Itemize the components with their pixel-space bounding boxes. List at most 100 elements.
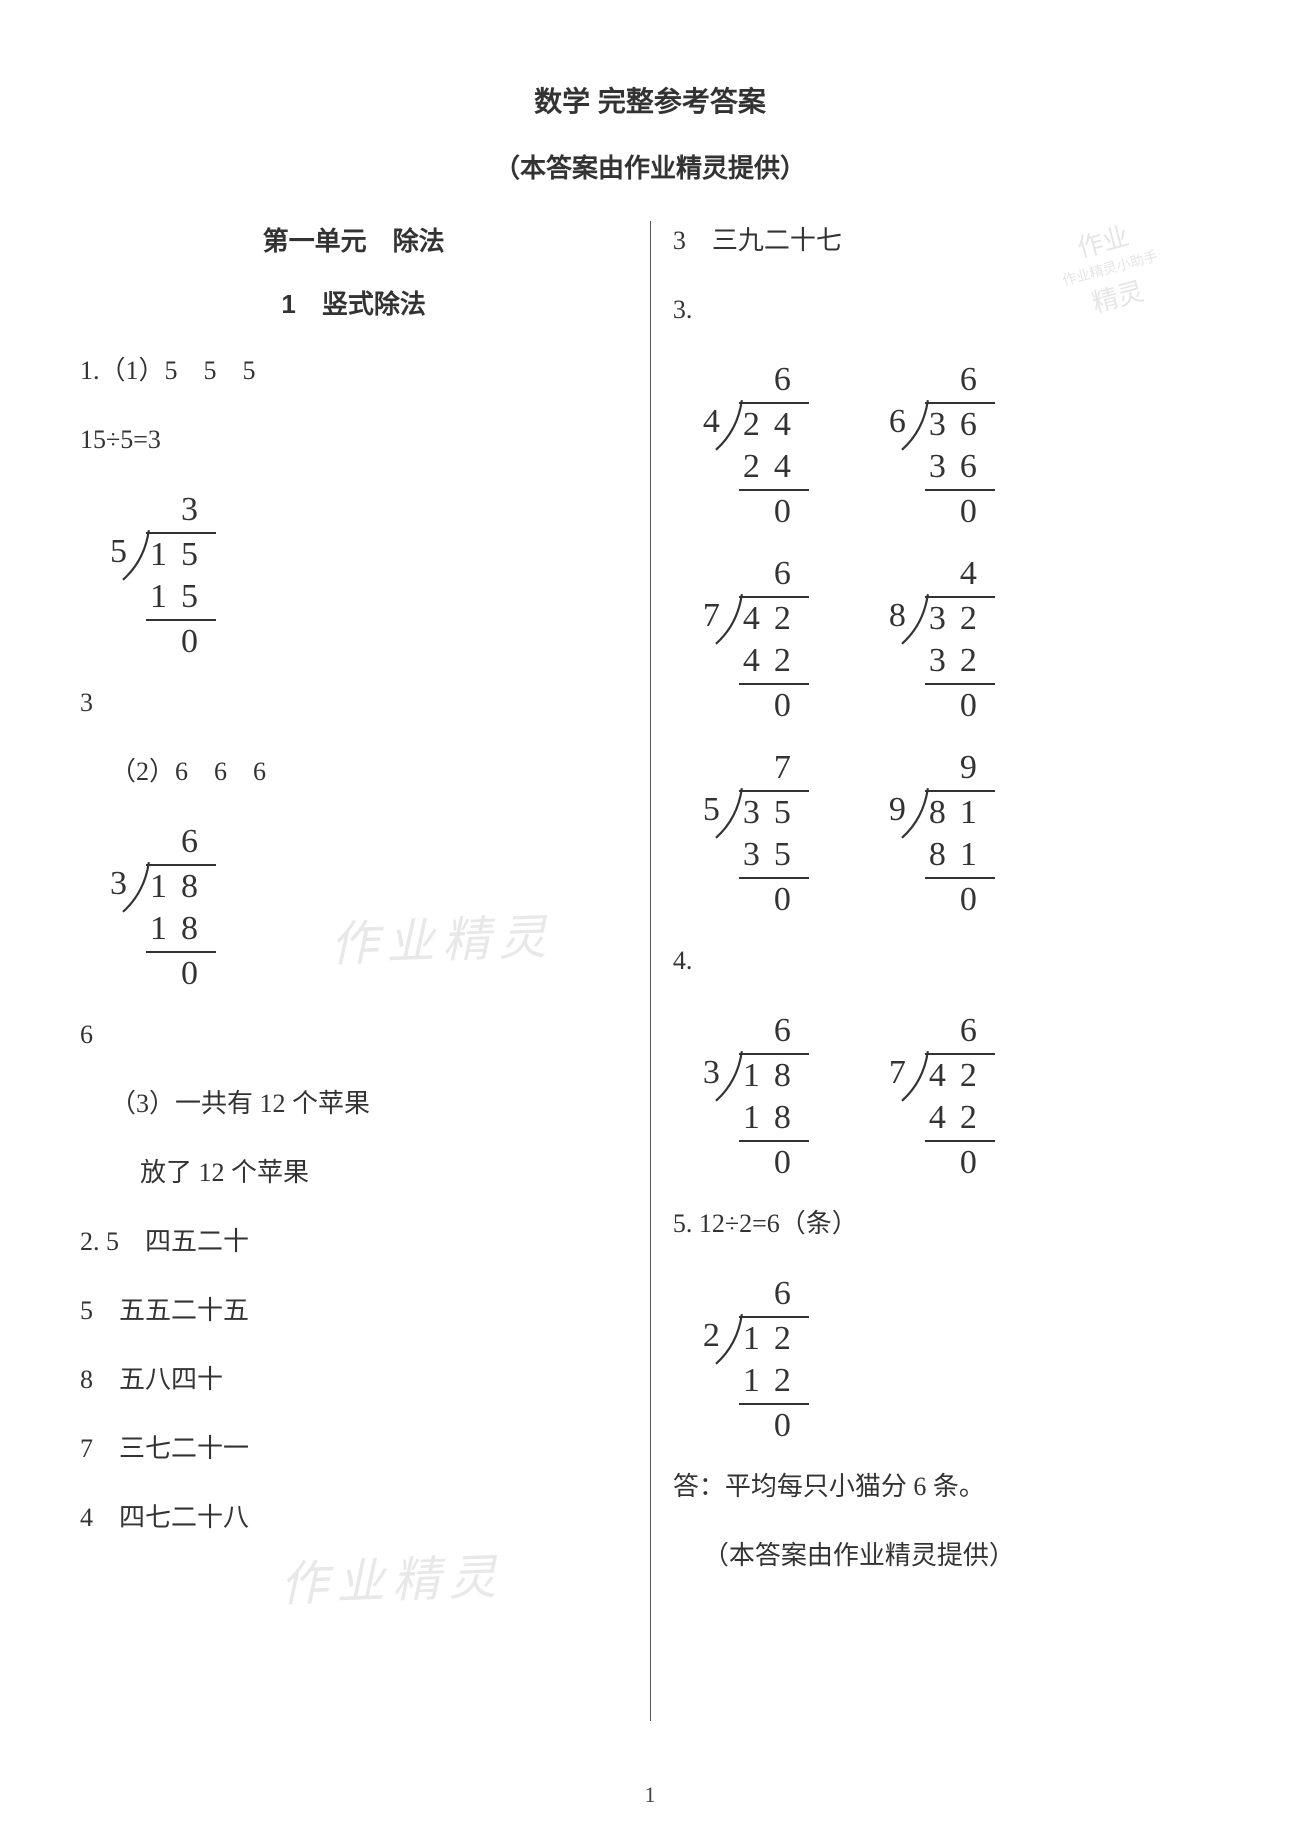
section-heading: 1 竖式除法 [80, 284, 627, 321]
longdiv-group: 7 6 42 42 0 8 4 32 32 0 [703, 553, 1220, 727]
quotient: 6 [146, 821, 216, 864]
quotient: 6 [739, 1273, 809, 1316]
quotient: 6 [739, 359, 809, 402]
remainder: 0 [925, 1140, 995, 1185]
division-bracket-icon [713, 398, 747, 452]
remainder: 0 [739, 489, 809, 534]
long-division: 8 4 32 32 0 [889, 553, 995, 727]
page-subtitle: （本答案由作业精灵提供） [80, 148, 1220, 185]
long-division: 7 6 42 42 0 [889, 1010, 995, 1184]
remainder: 0 [925, 683, 995, 728]
division-bracket-icon [120, 528, 154, 582]
text-line: 2. 5 四五二十 [80, 1222, 627, 1261]
text-line: 放了 12 个苹果 [80, 1153, 627, 1192]
left-column: 第一单元 除法 1 竖式除法 1.（1）5 5 5 15÷5=3 5 3 15 … [80, 221, 627, 1721]
quotient: 7 [739, 747, 809, 790]
text-line: 8 五八四十 [80, 1360, 627, 1399]
subtrahend: 81 [925, 834, 995, 877]
remainder: 0 [739, 877, 809, 922]
column-divider [650, 221, 651, 1721]
division-bracket-icon [713, 786, 747, 840]
dividend: 32 [925, 596, 995, 641]
unit-heading: 第一单元 除法 [80, 221, 627, 258]
dividend: 18 [739, 1053, 809, 1098]
text-line: 7 三七二十一 [80, 1429, 627, 1468]
longdiv-group: 2 6 12 12 0 [703, 1273, 1220, 1447]
long-division: 3 6 18 18 0 [703, 1010, 809, 1184]
remainder: 0 [739, 1140, 809, 1185]
long-division: 2 6 12 12 0 [703, 1273, 809, 1447]
dividend: 42 [925, 1053, 995, 1098]
subtrahend: 35 [739, 834, 809, 877]
two-column-layout: 第一单元 除法 1 竖式除法 1.（1）5 5 5 15÷5=3 5 3 15 … [80, 221, 1220, 1721]
dividend: 24 [739, 402, 809, 447]
dividend: 12 [739, 1316, 809, 1361]
dividend: 81 [925, 790, 995, 835]
remainder: 0 [925, 489, 995, 534]
remainder: 0 [739, 683, 809, 728]
page-number: 1 [0, 1782, 1300, 1808]
quotient: 6 [739, 553, 809, 596]
division-bracket-icon [899, 592, 933, 646]
long-division: 7 6 42 42 0 [703, 553, 809, 727]
text-line: 4 四七二十八 [80, 1498, 627, 1537]
page: 数学 完整参考答案 （本答案由作业精灵提供） 第一单元 除法 1 竖式除法 1.… [0, 0, 1300, 1838]
subtrahend: 18 [739, 1097, 809, 1140]
subtrahend: 12 [739, 1360, 809, 1403]
dividend: 36 [925, 402, 995, 447]
right-column: 作业 作业精灵小助手 精灵 3 三九二十七 3. 4 6 24 24 0 6 [673, 221, 1220, 1721]
watermark-text: 作业精灵 [279, 1537, 505, 1615]
quotient: 4 [925, 553, 995, 596]
division-bracket-icon [713, 1049, 747, 1103]
text-line: （3）一共有 12 个苹果 [80, 1084, 627, 1123]
longdiv-group: 3 6 18 18 0 [110, 821, 627, 995]
division-bracket-icon [120, 860, 154, 914]
division-bracket-icon [899, 1049, 933, 1103]
division-bracket-icon [713, 592, 747, 646]
division-bracket-icon [713, 1312, 747, 1366]
page-title: 数学 完整参考答案 [80, 80, 1220, 120]
text-line: 3 三九二十七 [673, 221, 1220, 260]
dividend: 18 [146, 864, 216, 909]
long-division: 9 9 81 81 0 [889, 747, 995, 921]
quotient: 3 [146, 489, 216, 532]
answer-line: 答：平均每只小猫分 6 条。 [673, 1467, 1220, 1506]
dividend: 42 [739, 596, 809, 641]
text-line: 5 五五二十五 [80, 1291, 627, 1330]
subtrahend: 18 [146, 908, 216, 951]
dividend: 15 [146, 532, 216, 577]
text-line: 3 [80, 683, 627, 722]
remainder: 0 [925, 877, 995, 922]
text-line: 6 [80, 1015, 627, 1054]
dividend: 35 [739, 790, 809, 835]
credit-line: （本答案由作业精灵提供） [673, 1536, 1220, 1575]
subtrahend: 15 [146, 576, 216, 619]
subtrahend: 42 [739, 640, 809, 683]
quotient: 6 [925, 1010, 995, 1053]
longdiv-group: 5 7 35 35 0 9 9 81 81 0 [703, 747, 1220, 921]
remainder: 0 [739, 1403, 809, 1448]
division-bracket-icon [899, 398, 933, 452]
longdiv-group: 4 6 24 24 0 6 6 36 36 0 [703, 359, 1220, 533]
text-line: 3. [673, 290, 1220, 329]
subtrahend: 42 [925, 1097, 995, 1140]
long-division: 6 6 36 36 0 [889, 359, 995, 533]
text-line: 5. 12÷2=6（条） [673, 1204, 1220, 1243]
remainder: 0 [146, 951, 216, 996]
long-division: 5 7 35 35 0 [703, 747, 809, 921]
subtrahend: 32 [925, 640, 995, 683]
text-line: （2）6 6 6 [80, 752, 627, 791]
text-line: 4. [673, 941, 1220, 980]
remainder: 0 [146, 619, 216, 664]
subtrahend: 36 [925, 446, 995, 489]
text-line: 1.（1）5 5 5 [80, 351, 627, 390]
long-division: 3 6 18 18 0 [110, 821, 216, 995]
quotient: 6 [739, 1010, 809, 1053]
division-bracket-icon [899, 786, 933, 840]
text-line: 15÷5=3 [80, 420, 627, 459]
subtrahend: 24 [739, 446, 809, 489]
long-division: 5 3 15 15 0 [110, 489, 216, 663]
longdiv-group: 5 3 15 15 0 [110, 489, 627, 663]
quotient: 6 [925, 359, 995, 402]
longdiv-group: 3 6 18 18 0 7 6 42 42 0 [703, 1010, 1220, 1184]
